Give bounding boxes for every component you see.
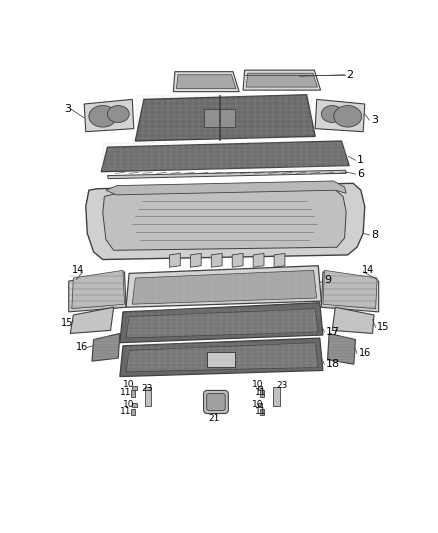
Text: 16: 16 [77, 342, 89, 352]
Polygon shape [107, 170, 346, 179]
Text: 23: 23 [141, 384, 153, 393]
Polygon shape [145, 387, 151, 406]
Polygon shape [323, 270, 377, 309]
Polygon shape [177, 75, 236, 88]
Text: 11: 11 [120, 388, 131, 397]
Text: 10: 10 [123, 400, 134, 409]
Text: 23: 23 [276, 381, 288, 390]
Polygon shape [321, 272, 379, 312]
Polygon shape [101, 141, 349, 172]
Text: 11: 11 [120, 408, 131, 416]
Polygon shape [132, 270, 317, 304]
Polygon shape [332, 308, 374, 334]
Polygon shape [126, 265, 321, 308]
Text: 2: 2 [346, 70, 353, 80]
Text: 3: 3 [371, 115, 378, 125]
Polygon shape [246, 73, 318, 87]
Polygon shape [135, 95, 315, 141]
Text: 15: 15 [377, 322, 389, 332]
Polygon shape [232, 253, 243, 267]
Text: 1: 1 [357, 155, 364, 165]
Polygon shape [103, 189, 346, 251]
Polygon shape [328, 334, 356, 364]
Polygon shape [273, 387, 279, 406]
Polygon shape [120, 338, 323, 377]
FancyBboxPatch shape [204, 391, 228, 414]
Polygon shape [253, 253, 264, 267]
Polygon shape [132, 386, 137, 390]
Polygon shape [173, 71, 239, 92]
Text: 10: 10 [251, 380, 263, 389]
Text: 9: 9 [325, 274, 332, 285]
Polygon shape [126, 343, 318, 372]
Ellipse shape [334, 106, 362, 127]
Polygon shape [258, 403, 262, 407]
Polygon shape [72, 270, 124, 309]
Polygon shape [84, 99, 134, 132]
Text: 18: 18 [326, 359, 340, 369]
Text: 17: 17 [326, 327, 340, 337]
Polygon shape [260, 409, 264, 415]
Polygon shape [132, 403, 137, 407]
Polygon shape [170, 253, 180, 267]
Polygon shape [86, 183, 365, 260]
Text: 10: 10 [123, 380, 134, 389]
Text: 16: 16 [359, 349, 371, 359]
Polygon shape [315, 99, 365, 132]
Polygon shape [260, 391, 264, 397]
Text: 15: 15 [61, 318, 73, 328]
Polygon shape [106, 181, 346, 195]
Polygon shape [69, 272, 126, 312]
Text: 6: 6 [357, 169, 364, 179]
Polygon shape [243, 70, 321, 90]
Polygon shape [120, 303, 323, 343]
Polygon shape [204, 109, 235, 127]
Polygon shape [70, 308, 113, 334]
Text: 14: 14 [72, 265, 84, 276]
Polygon shape [131, 391, 134, 397]
Text: 10: 10 [251, 400, 263, 409]
Ellipse shape [321, 106, 343, 123]
Ellipse shape [89, 106, 117, 127]
Polygon shape [207, 352, 235, 367]
Text: 21: 21 [208, 414, 219, 423]
Ellipse shape [107, 106, 129, 123]
Text: 11: 11 [255, 408, 266, 416]
Polygon shape [258, 386, 262, 390]
Text: 8: 8 [371, 230, 378, 240]
FancyBboxPatch shape [207, 393, 225, 410]
Polygon shape [274, 253, 285, 267]
Text: 3: 3 [64, 103, 71, 114]
Polygon shape [211, 253, 222, 267]
Text: 14: 14 [362, 265, 374, 276]
Text: 11: 11 [255, 388, 266, 397]
Polygon shape [131, 409, 134, 415]
Polygon shape [92, 334, 120, 361]
Polygon shape [126, 309, 318, 338]
Polygon shape [191, 253, 201, 267]
